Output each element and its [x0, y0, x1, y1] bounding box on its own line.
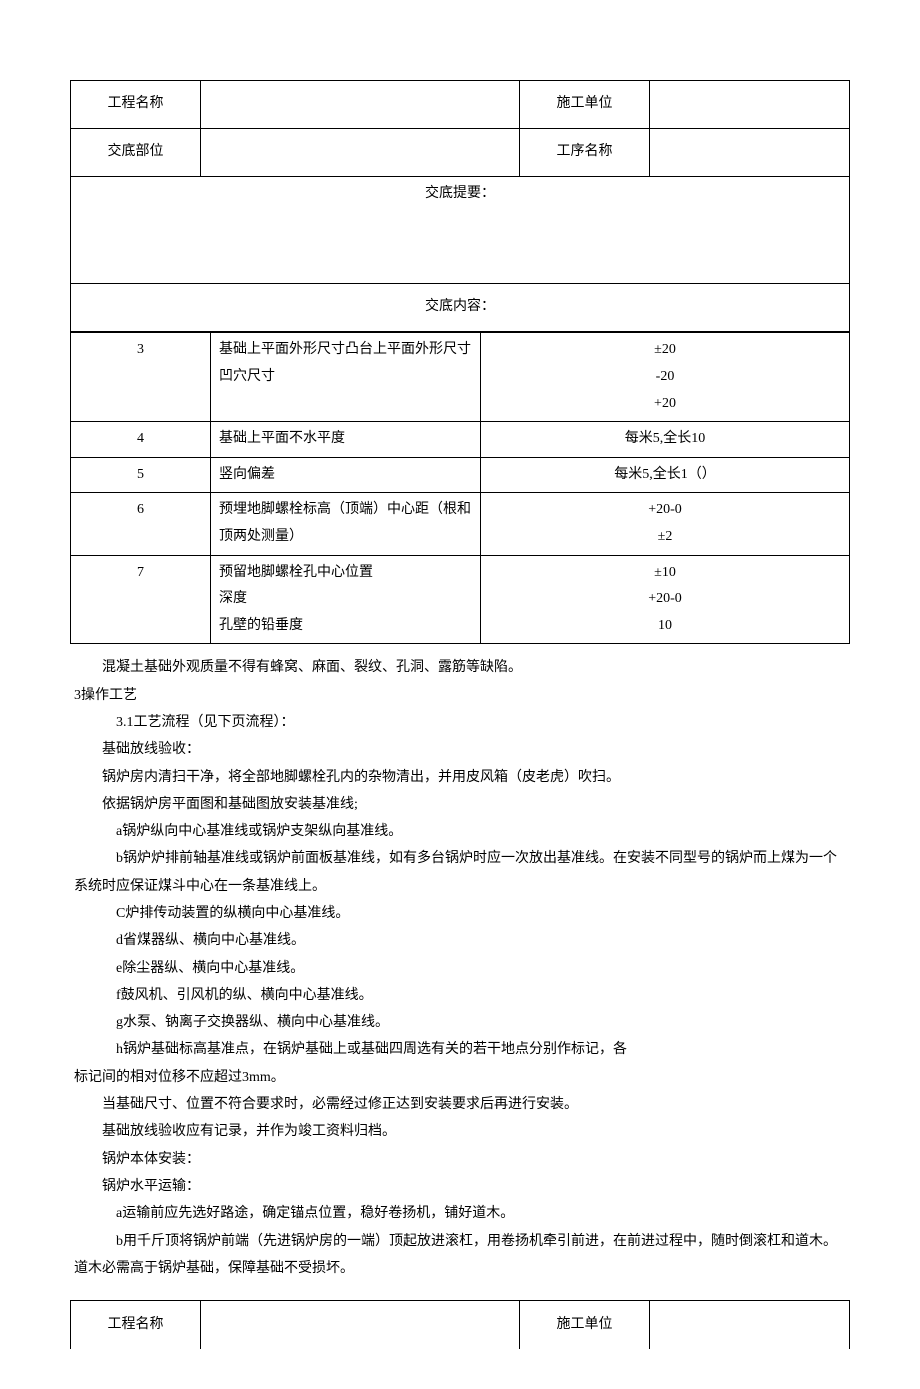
body-line: 混凝土基础外观质量不得有蜂窝、麻面、裂纹、孔洞、露筋等缺陷。 — [74, 654, 846, 681]
body-line: 3.1工艺流程（见下页流程）： — [74, 709, 846, 736]
body-line: 当基础尺寸、位置不符合要求时，必需经过修正达到安装要求后再进行安装。 — [74, 1091, 846, 1118]
project-label: 工程名称 — [71, 81, 201, 129]
header-table: 工程名称 施工单位 交底部位 工序名称 交底提要： 交底内容： — [70, 80, 850, 332]
body-line: d省煤器纵、横向中心基准线。 — [74, 927, 846, 954]
table-row: 3基础上平面外形尺寸凸台上平面外形尺寸凹穴尺寸±20-20+20 — [71, 333, 850, 422]
body-line: g水泵、钠离子交换器纵、横向中心基准线。 — [74, 1009, 846, 1036]
body-line: 锅炉水平运输： — [74, 1173, 846, 1200]
row-value: +20-0±2 — [481, 493, 850, 555]
body-line: 锅炉本体安装： — [74, 1146, 846, 1173]
body-line: b用千斤顶将锅炉前端（先进锅炉房的一端）顶起放进滚杠，用卷扬机牵引前进，在前进过… — [74, 1228, 846, 1283]
body-line: e除尘器纵、横向中心基准线。 — [74, 955, 846, 982]
footer-table: 工程名称 施工单位 — [70, 1300, 850, 1349]
process-value — [650, 129, 850, 177]
row-desc: 基础上平面不水平度 — [211, 422, 481, 458]
summary-label: 交底提要： — [75, 183, 845, 205]
table-row: 4基础上平面不水平度每米5,全长10 — [71, 422, 850, 458]
process-label: 工序名称 — [520, 129, 650, 177]
content-label: 交底内容： — [71, 284, 850, 332]
row-number: 7 — [71, 555, 211, 644]
unit-value — [650, 81, 850, 129]
footer-project-label: 工程名称 — [71, 1301, 201, 1349]
body-line: 依据锅炉房平面图和基础图放安装基准线; — [74, 791, 846, 818]
body-line: 基础放线验收： — [74, 736, 846, 763]
part-label: 交底部位 — [71, 129, 201, 177]
row-number: 4 — [71, 422, 211, 458]
footer-unit-value — [650, 1301, 850, 1349]
row-value: 每米5,全长1（） — [481, 457, 850, 493]
part-value — [201, 129, 520, 177]
body-line: 3操作工艺 — [74, 682, 846, 709]
table-row: 5竖向偏差每米5,全长1（） — [71, 457, 850, 493]
row-value: ±20-20+20 — [481, 333, 850, 422]
table-row: 7预留地脚螺栓孔中心位置深度孔壁的铅垂度±10+20-010 — [71, 555, 850, 644]
row-number: 3 — [71, 333, 211, 422]
body-line: a运输前应先选好路途，确定锚点位置，稳好卷扬机，铺好道木。 — [74, 1200, 846, 1227]
row-desc: 预埋地脚螺栓标高（顶端）中心距（根和顶两处测量） — [211, 493, 481, 555]
body-line: 基础放线验收应有记录，并作为竣工资料归档。 — [74, 1118, 846, 1145]
row-value: ±10+20-010 — [481, 555, 850, 644]
project-value — [201, 81, 520, 129]
row-value: 每米5,全长10 — [481, 422, 850, 458]
footer-unit-label: 施工单位 — [520, 1301, 650, 1349]
content-body: 混凝土基础外观质量不得有蜂窝、麻面、裂纹、孔洞、露筋等缺陷。 3操作工艺 3.1… — [70, 644, 850, 1294]
footer-project-value — [201, 1301, 520, 1349]
row-desc: 预留地脚螺栓孔中心位置深度孔壁的铅垂度 — [211, 555, 481, 644]
unit-label: 施工单位 — [520, 81, 650, 129]
tolerance-table: 3基础上平面外形尺寸凸台上平面外形尺寸凹穴尺寸±20-20+204基础上平面不水… — [70, 332, 850, 644]
row-number: 6 — [71, 493, 211, 555]
body-line: f鼓风机、引风机的纵、横向中心基准线。 — [74, 982, 846, 1009]
body-line: 标记间的相对位移不应超过3mm。 — [74, 1064, 846, 1091]
table-row: 6预埋地脚螺栓标高（顶端）中心距（根和顶两处测量）+20-0±2 — [71, 493, 850, 555]
row-desc: 竖向偏差 — [211, 457, 481, 493]
body-line: 锅炉房内清扫干净，将全部地脚螺栓孔内的杂物清出，并用皮风箱（皮老虎）吹扫。 — [74, 764, 846, 791]
row-desc: 基础上平面外形尺寸凸台上平面外形尺寸凹穴尺寸 — [211, 333, 481, 422]
body-line: b锅炉炉排前轴基准线或锅炉前面板基准线，如有多台锅炉时应一次放出基准线。在安装不… — [74, 845, 846, 900]
body-line: C炉排传动装置的纵横向中心基准线。 — [74, 900, 846, 927]
row-number: 5 — [71, 457, 211, 493]
body-line: h锅炉基础标高基准点，在锅炉基础上或基础四周选有关的若干地点分别作标记，各 — [74, 1036, 846, 1063]
body-line: a锅炉纵向中心基准线或锅炉支架纵向基准线。 — [74, 818, 846, 845]
